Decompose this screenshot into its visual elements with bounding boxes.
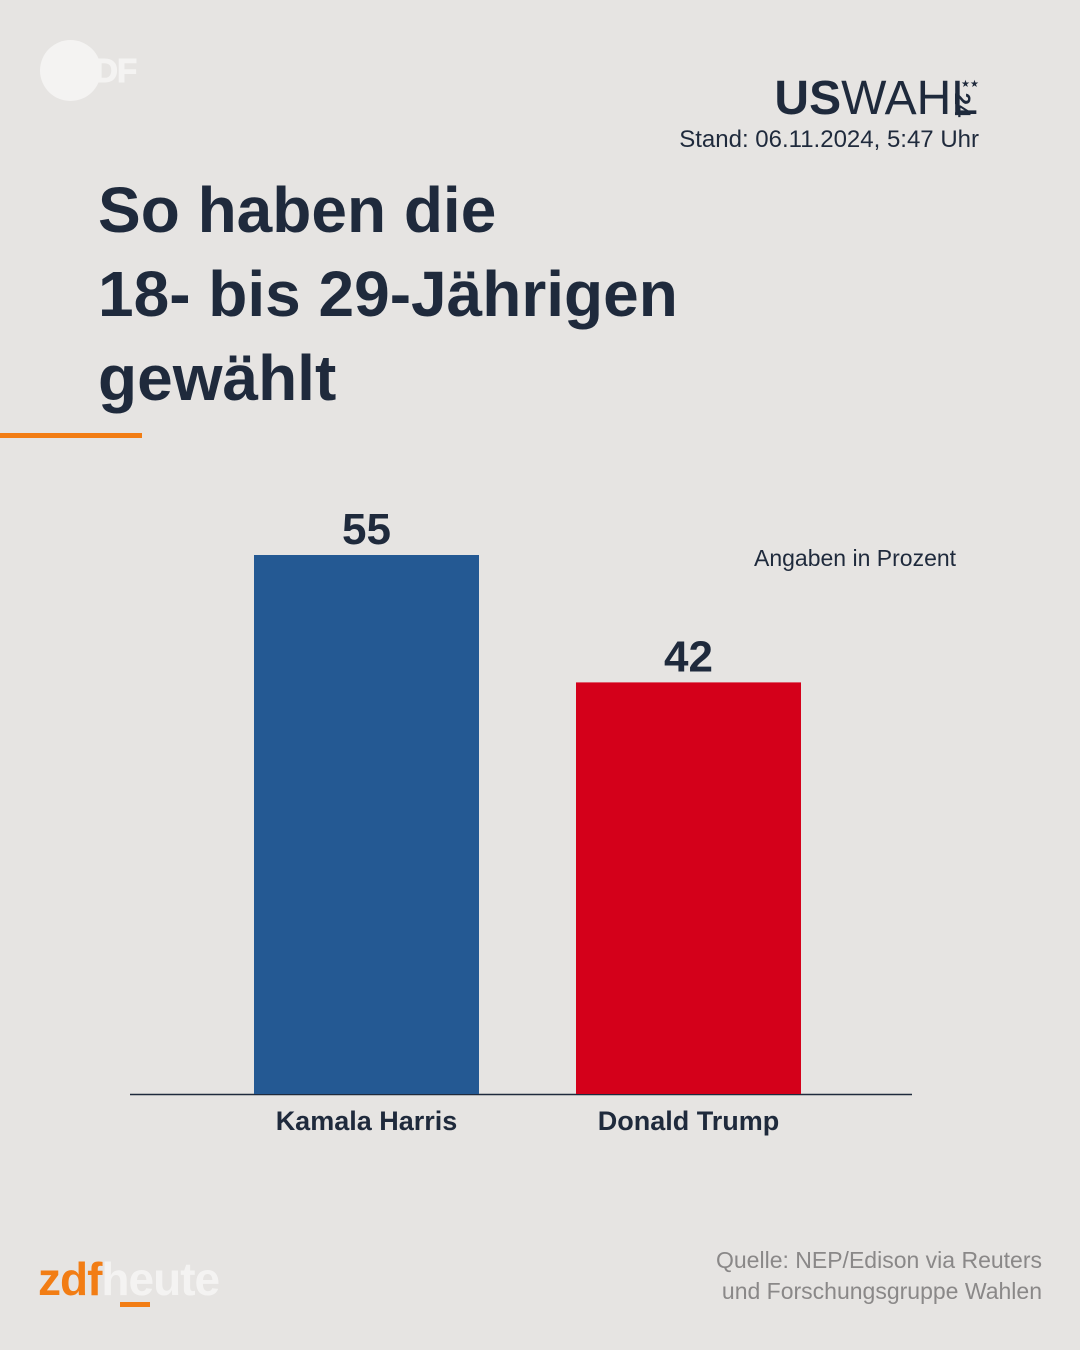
zdfheute-logo-zdf: zdf: [38, 1253, 102, 1305]
uswahl-logo-us: US: [774, 72, 842, 125]
chart-title-line: 18- bis 29-Jährigen: [98, 258, 678, 330]
timestamp: Stand: 06.11.2024, 5:47 Uhr: [679, 126, 979, 153]
uswahl-logo: US WAHL: [774, 72, 978, 125]
uswahl-logo-wahl: WAHL: [841, 72, 978, 125]
zdfheute-logo-heute: heute: [101, 1253, 220, 1305]
zdfheute-underline: [120, 1302, 150, 1307]
category-label: Kamala Harris: [276, 1106, 458, 1136]
bar-value-label: 55: [342, 505, 391, 554]
uswahl-stars: ★★: [961, 79, 979, 90]
source-line: Quelle: NEP/Edison via Reuters: [716, 1247, 1042, 1273]
bar: [254, 555, 479, 1094]
source-note: Quelle: NEP/Edison via Reuters und Forsc…: [716, 1245, 1042, 1307]
chart-title-line: So haben die: [98, 174, 497, 246]
source-line: und Forschungsgruppe Wahlen: [721, 1278, 1042, 1304]
uswahl-year-badge: ★★ 24: [950, 79, 980, 120]
bar: [576, 682, 801, 1094]
unit-note: Angaben in Prozent: [754, 545, 957, 571]
zdf-logo-icon: [40, 40, 101, 101]
bar-value-label: 42: [664, 632, 713, 681]
category-label: Donald Trump: [598, 1106, 780, 1136]
chart-title: So haben die 18- bis 29-Jährigen gewählt: [98, 168, 958, 420]
zdf-logo-text: ZDF: [74, 52, 137, 90]
zdfheute-logo: zdfheute: [38, 1252, 220, 1307]
chart-title-line: gewählt: [98, 342, 337, 414]
accent-bar: [0, 433, 142, 438]
zdf-logo: ZDF: [40, 40, 150, 102]
